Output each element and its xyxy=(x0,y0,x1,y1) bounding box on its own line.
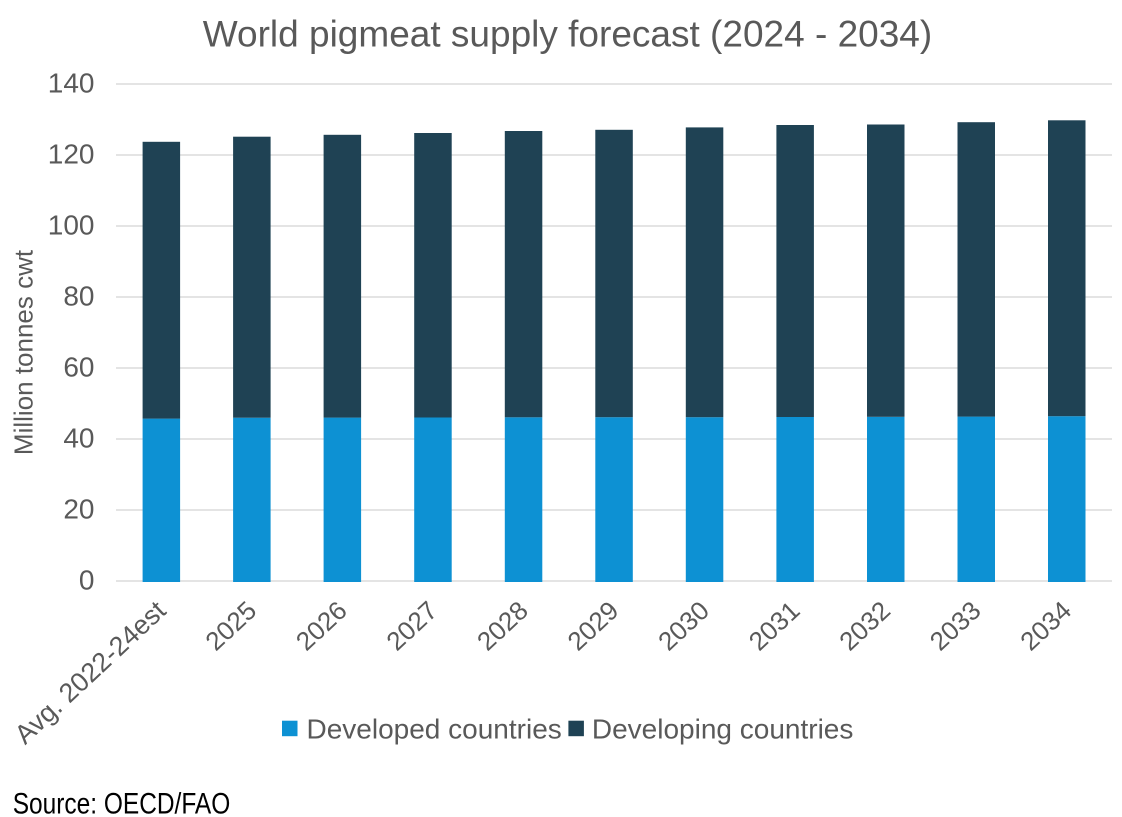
svg-text:Million tonnes cwt: Million tonnes cwt xyxy=(9,249,39,455)
svg-text:World pigmeat supply forecast: World pigmeat supply forecast (2024 - 20… xyxy=(203,14,932,55)
svg-text:120: 120 xyxy=(48,139,95,170)
svg-text:40: 40 xyxy=(63,423,94,454)
svg-text:Developed countries: Developed countries xyxy=(307,714,562,745)
svg-text:140: 140 xyxy=(48,68,95,99)
svg-text:Source: OECD/FAO: Source: OECD/FAO xyxy=(13,786,231,817)
svg-text:100: 100 xyxy=(48,210,95,241)
svg-text:60: 60 xyxy=(63,352,94,383)
svg-text:0: 0 xyxy=(79,565,95,596)
svg-text:20: 20 xyxy=(63,494,94,525)
svg-text:Developing countries: Developing countries xyxy=(592,714,854,745)
svg-text:80: 80 xyxy=(63,281,94,312)
